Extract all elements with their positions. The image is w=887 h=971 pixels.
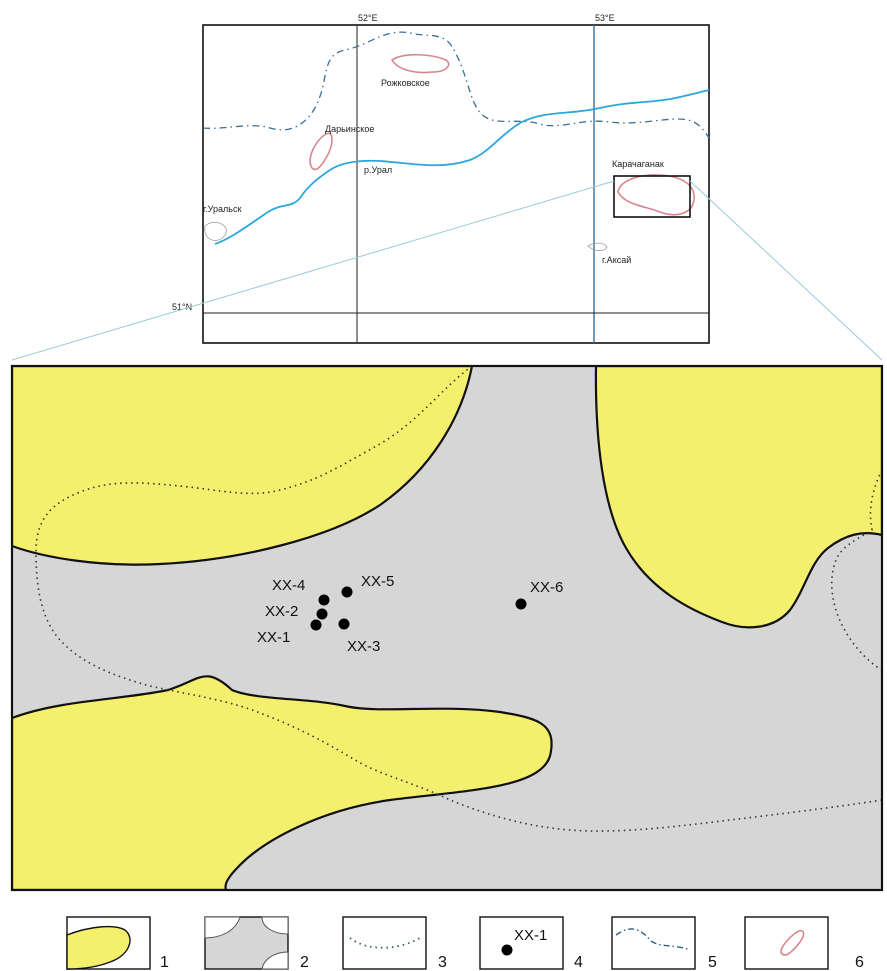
legend-swatch-3 [342,916,427,970]
detail-map: XX-1 XX-2 XX-3 XX-4 XX-5 XX-6 [10,364,884,892]
legend-dotted-line-sample [349,937,421,949]
label-aksay: г.Аксай [602,255,631,265]
well-xx-2-marker [316,608,328,620]
legend-item-6: 6 [744,916,864,971]
detail-area-box [613,175,691,218]
field-rozhkovskoe-outline [390,53,450,74]
well-xx-3-label: XX-3 [347,638,380,655]
label-uralsk: г.Уральск [203,204,241,214]
legend-grey-corner-right [261,916,289,935]
overview-map: 52°E 53°E 51°N Рожковское Дарьинское р.У… [172,13,710,344]
legend-swatch-4 [479,916,564,970]
connector-left [11,180,615,361]
yellow-area-bottom [12,675,553,890]
well-xx-6-marker [515,598,527,610]
legend-item-5: 5 [611,916,717,971]
legend: 1 2 3 XX-1 4 5 [66,916,864,971]
legend-number-1: 1 [160,954,169,971]
coord-label-53e: 53°E [595,13,615,23]
well-xx-1-marker [310,619,322,631]
legend-swatch-6 [744,916,829,970]
legend-number-5: 5 [708,954,717,971]
well-xx-4-marker [318,594,330,606]
dotted-boundary-main [35,366,882,832]
legend-number-3: 3 [438,954,447,971]
legend-grey-corner-top [204,916,241,939]
well-xx-1-label: XX-1 [257,629,290,646]
legend-item-3: 3 [342,916,447,971]
legend-yellow-shape [66,925,131,970]
coord-label-51n: 51°N [172,302,192,312]
field-darinskoe-outline [309,132,333,171]
legend-number-6: 6 [855,954,864,971]
legend-item-2: 2 [204,916,309,971]
well-xx-4-label: XX-4 [272,577,305,594]
detail-frame [10,364,884,892]
legend-well-marker [501,944,513,956]
legend-grey-corner-bottom [261,951,289,970]
legend-number-4: 4 [574,954,583,971]
yellow-area-top-right [594,366,882,629]
town-uralsk-outline [204,222,227,241]
border-dashdot-line [202,31,710,139]
well-xx-3-marker [338,618,350,630]
legend-well-label: XX-1 [514,927,547,944]
yellow-area-top-left [12,366,474,566]
well-xx-5-label: XX-5 [361,573,394,590]
label-river: р.Урал [364,165,392,175]
legend-item-4: XX-1 4 [479,916,583,971]
well-xx-5-marker [341,586,353,598]
overview-frame [202,24,710,344]
ural-river [214,89,710,245]
label-rozhkovskoe: Рожковское [381,78,430,88]
coord-label-52e: 52°E [358,13,378,23]
label-karachaganak: Карачаганак [612,159,664,169]
town-aksay-outline [587,242,608,252]
connector-right [689,180,883,361]
legend-item-1: 1 [66,916,169,971]
well-xx-6-label: XX-6 [530,579,563,596]
well-xx-2-label: XX-2 [265,603,298,620]
label-darinskoe: Дарьинское [325,124,374,134]
legend-number-2: 2 [300,954,309,971]
legend-field-outline-sample [780,929,805,956]
